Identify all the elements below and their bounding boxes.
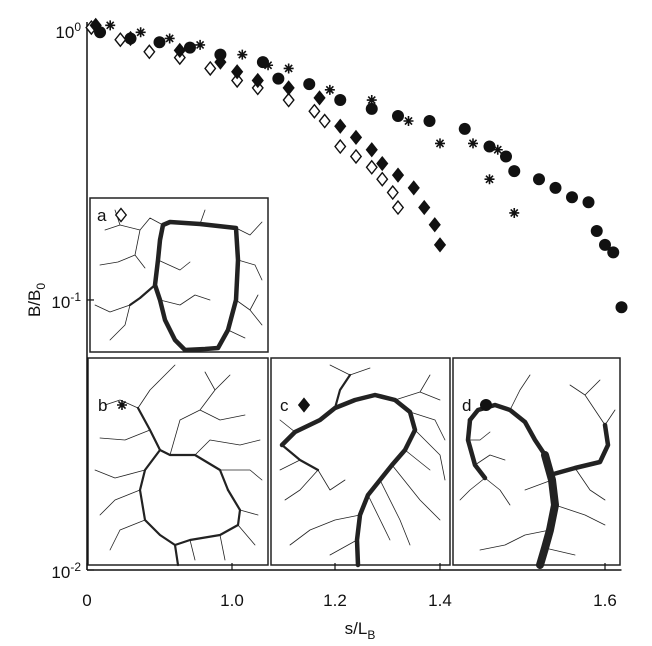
point [256,56,269,69]
point [509,207,520,218]
inset-b [87,357,269,567]
point [183,41,196,54]
y-tick-label: 10-1 [51,290,81,312]
point [386,184,399,201]
point [492,144,503,155]
y-axis-label: B/B0 [25,283,48,317]
point [349,148,363,165]
x-axis-label: s/LB [345,619,376,642]
point [237,49,248,60]
point [195,39,206,50]
point [334,138,347,155]
inset-c [270,357,451,568]
point [366,95,377,106]
point [468,138,478,149]
point [263,60,274,71]
series [94,26,628,314]
point [231,72,244,89]
legend-marker [480,399,492,411]
x-tick-label: 1.4 [428,591,452,610]
point [391,199,405,216]
point [376,155,389,172]
series [85,19,405,216]
point [508,165,521,178]
point [435,138,445,149]
point [324,84,335,95]
point [615,301,628,314]
point [599,238,611,251]
point [318,113,331,129]
legend-label: c [280,396,289,415]
point [392,110,404,123]
point [313,90,326,106]
point [483,140,496,153]
point [153,36,166,49]
legend-marker [117,400,127,410]
x-tick-label: 0 [82,591,91,610]
point [433,237,447,253]
point [114,32,127,48]
x-tick-label: 1.0 [220,591,244,610]
point [428,217,441,233]
point [391,167,405,183]
point [549,181,562,194]
point [94,26,107,39]
point [365,142,378,158]
series [105,20,520,218]
point [500,150,512,163]
point [173,42,186,59]
series [89,17,447,253]
point [143,44,156,60]
point [403,116,414,127]
point [303,78,316,91]
axes: 100 10-1 10-20 1.0 1.2 1.4 1.6 [51,20,622,610]
point [283,63,294,74]
x-tick-label: 1.2 [323,591,347,610]
point [607,246,620,259]
legend-label: a [97,206,107,225]
point [566,191,578,204]
point [204,60,217,77]
point [214,48,227,61]
y-tick-label: 10-2 [51,560,81,582]
inset-a [89,197,269,353]
point [349,129,363,146]
point [272,72,285,85]
point [590,225,603,238]
point [251,72,264,89]
point [282,80,295,96]
point [135,27,146,38]
point [458,122,471,135]
point [582,196,595,209]
point [124,32,137,45]
point [105,20,116,31]
point [164,33,175,44]
inset-d [452,357,621,569]
legend-marker [114,207,128,223]
point [376,171,389,187]
point [282,92,295,108]
point [423,115,436,128]
legend-marker [297,397,311,413]
y-tick-label: 100 [55,20,81,42]
point [334,118,347,134]
point [231,64,244,80]
point [334,94,347,107]
point [484,174,495,185]
point [418,199,431,216]
point [308,103,321,119]
point [533,173,545,186]
legend-label: d [462,396,471,415]
x-tick-label: 1.6 [593,591,617,610]
legend-label: b [98,396,107,415]
point [365,159,378,175]
point [407,180,420,196]
point [365,102,378,115]
